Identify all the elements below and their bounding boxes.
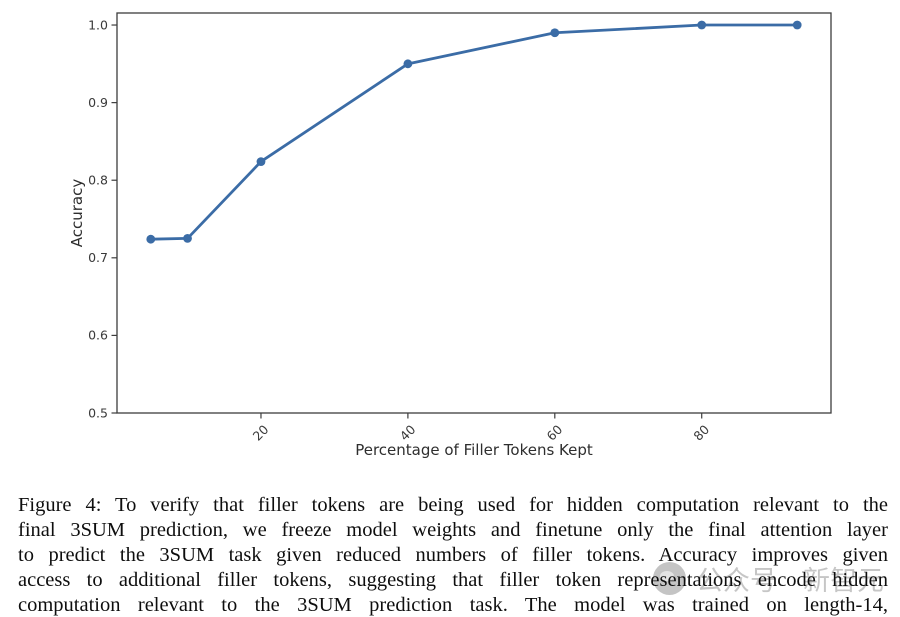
y-tick-label: 0.8	[88, 173, 108, 188]
data-point	[792, 20, 802, 30]
y-tick-label: 0.6	[88, 328, 108, 343]
figure-caption: Figure 4: To verify that filler tokens a…	[18, 493, 888, 617]
y-tick-label: 0.5	[88, 405, 108, 420]
y-axis-label: Accuracy	[68, 179, 86, 248]
caption-line: Figure 4: To verify that filler tokens a…	[18, 494, 888, 516]
data-point	[256, 157, 266, 166]
data-point	[146, 234, 156, 244]
plot-area	[116, 12, 832, 414]
x-tick-label: 20	[250, 422, 272, 444]
x-tick-label: 80	[690, 422, 712, 444]
data-point	[403, 59, 413, 69]
y-tick-label: 0.9	[88, 95, 108, 110]
x-axis-label: Percentage of Filler Tokens Kept	[355, 441, 593, 459]
y-tick-label: 0.7	[88, 250, 108, 265]
caption-line: computation relevant to the 3SUM predict…	[18, 594, 888, 616]
caption-line: to predict the 3SUM task given reduced n…	[18, 544, 888, 566]
data-point	[697, 20, 707, 30]
caption-line: access to additional filler tokens, sugg…	[18, 569, 888, 591]
caption-line: final 3SUM prediction, we freeze model w…	[18, 519, 888, 541]
y-tick-label: 1.0	[88, 17, 108, 32]
data-point	[183, 234, 192, 243]
data-point	[550, 28, 560, 38]
